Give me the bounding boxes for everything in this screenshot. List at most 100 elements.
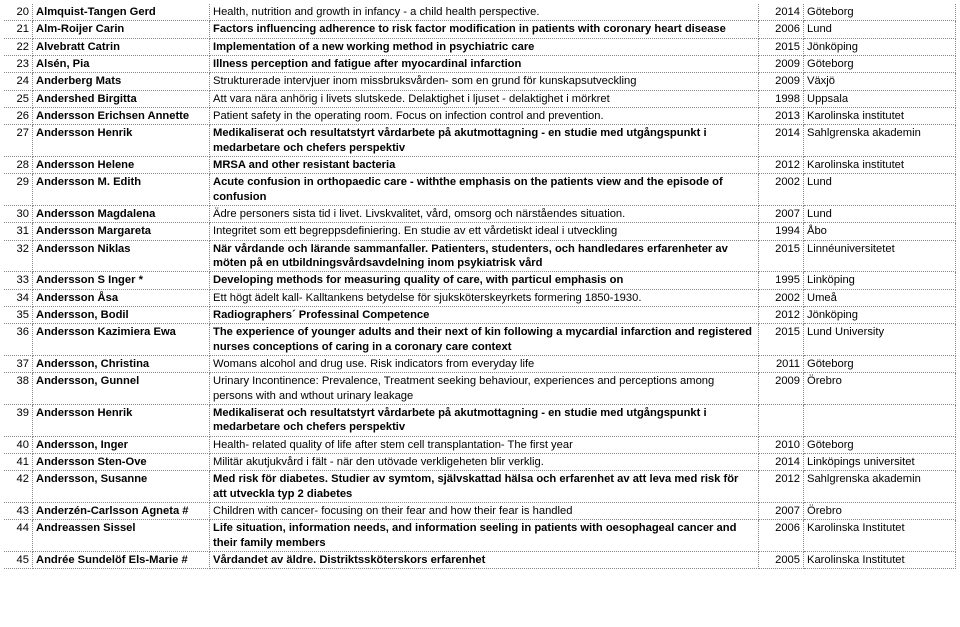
table-row: 34Andersson ÅsaEtt högt ädelt kall- Kall… — [4, 289, 956, 306]
institution: Jönköping — [804, 38, 956, 55]
year: 2009 — [759, 373, 804, 405]
year: 2007 — [759, 205, 804, 222]
institution: Göteborg — [804, 436, 956, 453]
description: Patient safety in the operating room. Fo… — [210, 107, 759, 124]
data-table: 20Almquist-Tangen GerdHealth, nutrition … — [4, 4, 956, 569]
institution: Örebro — [804, 502, 956, 519]
row-number: 20 — [4, 4, 33, 21]
institution: Örebro — [804, 373, 956, 405]
year: 2012 — [759, 306, 804, 323]
author-name: Andersson Magdalena — [33, 205, 210, 222]
row-number: 32 — [4, 240, 33, 272]
author-name: Andershed Birgitta — [33, 90, 210, 107]
row-number: 45 — [4, 551, 33, 568]
description: Factors influencing adherence to risk fa… — [210, 21, 759, 38]
row-number: 29 — [4, 174, 33, 206]
author-name: Andersson Kazimiera Ewa — [33, 324, 210, 356]
row-number: 34 — [4, 289, 33, 306]
row-number: 25 — [4, 90, 33, 107]
year: 2009 — [759, 55, 804, 72]
description: MRSA and other resistant bacteria — [210, 156, 759, 173]
description: Implementation of a new working method i… — [210, 38, 759, 55]
author-name: Andersson Henrik — [33, 125, 210, 157]
year: 2012 — [759, 156, 804, 173]
institution: Åbo — [804, 223, 956, 240]
row-number: 22 — [4, 38, 33, 55]
description: Medikaliserat och resultatstyrt vårdarbe… — [210, 404, 759, 436]
author-name: Andersson, Inger — [33, 436, 210, 453]
institution: Karolinska Institutet — [804, 520, 956, 552]
year: 2014 — [759, 4, 804, 21]
institution: Sahlgrenska akademin — [804, 125, 956, 157]
row-number: 30 — [4, 205, 33, 222]
table-row: 37Andersson, ChristinaWomans alcohol and… — [4, 355, 956, 372]
year: 2011 — [759, 355, 804, 372]
year: 2007 — [759, 502, 804, 519]
table-row: 36Andersson Kazimiera EwaThe experience … — [4, 324, 956, 356]
description: Att vara nära anhörig i livets slutskede… — [210, 90, 759, 107]
description: Health- related quality of life after st… — [210, 436, 759, 453]
author-name: Andersson Margareta — [33, 223, 210, 240]
institution: Uppsala — [804, 90, 956, 107]
author-name: Andersson Åsa — [33, 289, 210, 306]
description: Militär akutjukvård i fält - när den utö… — [210, 453, 759, 470]
row-number: 31 — [4, 223, 33, 240]
year: 2014 — [759, 453, 804, 470]
description: Med risk för diabetes. Studier av symtom… — [210, 471, 759, 503]
year: 2009 — [759, 73, 804, 90]
table-row: 35Andersson, BodilRadiographers´ Profess… — [4, 306, 956, 323]
institution: Linköping — [804, 272, 956, 289]
table-row: 21Alm-Roijer CarinFactors influencing ad… — [4, 21, 956, 38]
table-row: 29Andersson M. EdithAcute confusion in o… — [4, 174, 956, 206]
description: Urinary Incontinence: Prevalence, Treatm… — [210, 373, 759, 405]
author-name: Andersson S Inger * — [33, 272, 210, 289]
year: 2006 — [759, 520, 804, 552]
author-name: Andersson, Bodil — [33, 306, 210, 323]
row-number: 39 — [4, 404, 33, 436]
description: Life situation, information needs, and i… — [210, 520, 759, 552]
institution: Karolinska Institutet — [804, 551, 956, 568]
table-row: 22Alvebratt CatrinImplementation of a ne… — [4, 38, 956, 55]
author-name: Andersson, Gunnel — [33, 373, 210, 405]
author-name: Andersson Niklas — [33, 240, 210, 272]
table-row: 40Andersson, IngerHealth- related qualit… — [4, 436, 956, 453]
year: 2002 — [759, 174, 804, 206]
description: The experience of younger adults and the… — [210, 324, 759, 356]
year: 2013 — [759, 107, 804, 124]
row-number: 24 — [4, 73, 33, 90]
institution: Karolinska institutet — [804, 107, 956, 124]
author-name: Andersson M. Edith — [33, 174, 210, 206]
table-row: 38Andersson, GunnelUrinary Incontinence:… — [4, 373, 956, 405]
description: Strukturerade intervjuer inom missbruksv… — [210, 73, 759, 90]
table-row: 43Anderzén-Carlsson Agneta #Children wit… — [4, 502, 956, 519]
table-row: 31Andersson MargaretaIntegritet som ett … — [4, 223, 956, 240]
year: 2015 — [759, 240, 804, 272]
author-name: Alsén, Pia — [33, 55, 210, 72]
year: 2010 — [759, 436, 804, 453]
table-row: 24Anderberg MatsStrukturerade intervjuer… — [4, 73, 956, 90]
institution: Lund University — [804, 324, 956, 356]
description: Children with cancer- focusing on their … — [210, 502, 759, 519]
table-row: 33Andersson S Inger *Developing methods … — [4, 272, 956, 289]
row-number: 40 — [4, 436, 33, 453]
table-row: 27Andersson HenrikMedikaliserat och resu… — [4, 125, 956, 157]
table-row: 26Andersson Erichsen AnnettePatient safe… — [4, 107, 956, 124]
author-name: Andrée Sundelöf Els-Marie # — [33, 551, 210, 568]
author-name: Anderberg Mats — [33, 73, 210, 90]
year: 2002 — [759, 289, 804, 306]
author-name: Alvebratt Catrin — [33, 38, 210, 55]
author-name: Andreassen Sissel — [33, 520, 210, 552]
author-name: Andersson Sten-Ove — [33, 453, 210, 470]
author-name: Anderzén-Carlsson Agneta # — [33, 502, 210, 519]
row-number: 37 — [4, 355, 33, 372]
author-name: Andersson Henrik — [33, 404, 210, 436]
table-row: 28Andersson HeleneMRSA and other resista… — [4, 156, 956, 173]
row-number: 43 — [4, 502, 33, 519]
year: 2014 — [759, 125, 804, 157]
year: 1998 — [759, 90, 804, 107]
row-number: 36 — [4, 324, 33, 356]
row-number: 41 — [4, 453, 33, 470]
description: Radiographers´ Professinal Competence — [210, 306, 759, 323]
institution: Linnéuniversitetet — [804, 240, 956, 272]
table-row: 39Andersson HenrikMedikaliserat och resu… — [4, 404, 956, 436]
